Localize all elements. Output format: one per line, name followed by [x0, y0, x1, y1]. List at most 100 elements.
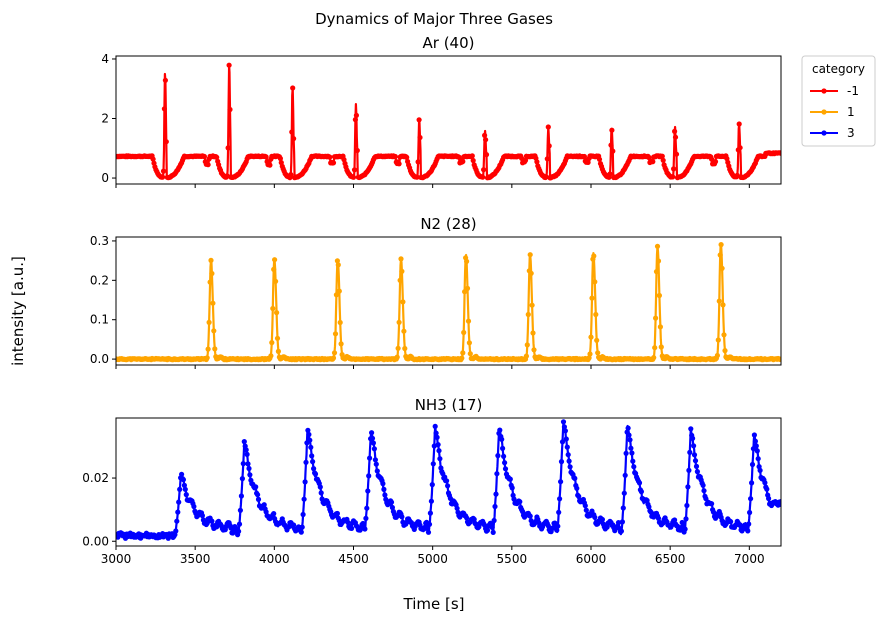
- data-point: [327, 154, 333, 160]
- data-point: [534, 159, 540, 165]
- data-point: [268, 353, 274, 359]
- data-point: [461, 329, 467, 336]
- data-point: [253, 484, 259, 490]
- data-point: [688, 426, 694, 432]
- data-point: [501, 453, 507, 459]
- data-point: [465, 318, 472, 324]
- data-point: [433, 430, 439, 436]
- data-point: [236, 528, 242, 535]
- data-point: [317, 484, 323, 490]
- data-point: [622, 472, 628, 478]
- data-point: [365, 488, 371, 494]
- data-point: [175, 509, 181, 515]
- legend-box: [801, 55, 876, 147]
- data-point: [429, 482, 435, 488]
- data-point: [558, 459, 565, 465]
- axes-frame: [115, 236, 782, 366]
- x-tick-label: 3000: [101, 552, 132, 566]
- data-point: [554, 527, 560, 533]
- subplot-title: N2 (28): [420, 215, 476, 233]
- data-point: [599, 516, 606, 523]
- data-point: [150, 156, 156, 162]
- data-point: [710, 509, 717, 515]
- data-point: [160, 168, 167, 174]
- data-point: [425, 529, 432, 535]
- legend-label: 1: [847, 105, 855, 119]
- data-point: [660, 157, 666, 163]
- data-point: [459, 355, 465, 361]
- data-point: [650, 159, 656, 165]
- data-point: [499, 436, 505, 442]
- data-point: [651, 355, 657, 361]
- series-markers: [116, 242, 781, 363]
- data-point: [233, 525, 239, 531]
- data-point: [484, 527, 491, 533]
- data-point: [672, 517, 678, 523]
- data-point: [299, 524, 305, 530]
- data-point: [243, 447, 249, 453]
- data-point: [529, 302, 535, 308]
- data-point: [523, 353, 530, 359]
- data-point: [621, 490, 627, 496]
- data-point: [718, 242, 724, 248]
- data-point: [593, 311, 599, 318]
- legend-entry: 3: [810, 126, 855, 140]
- data-point: [415, 159, 421, 165]
- data-point: [715, 337, 721, 343]
- data-point: [778, 498, 781, 505]
- data-point: [778, 356, 781, 362]
- legend-entry: 1: [810, 105, 855, 119]
- y-tick-label: 0.00: [82, 534, 109, 548]
- data-point: [176, 499, 182, 505]
- series-line: [116, 242, 781, 361]
- data-point: [162, 77, 168, 83]
- data-point: [722, 348, 728, 354]
- y-tick-label: 0.3: [90, 234, 109, 248]
- data-point: [271, 266, 277, 272]
- data-point: [363, 515, 369, 522]
- data-point: [182, 486, 188, 492]
- data-point: [392, 153, 398, 160]
- data-point: [381, 486, 387, 492]
- data-point: [274, 335, 281, 341]
- data-point: [212, 346, 218, 352]
- data-point: [332, 331, 339, 337]
- data-point: [330, 355, 337, 361]
- subplots: Ar (40) 0 2 4 N2 (28) 0.0 0.1 0.2 0.3 NH3 (17) 0.0…: [82, 34, 782, 566]
- data-point: [494, 471, 500, 477]
- data-point: [298, 529, 304, 535]
- data-point: [762, 480, 768, 486]
- data-point: [684, 502, 690, 509]
- data-point: [483, 152, 490, 158]
- data-point: [562, 428, 569, 434]
- subplot-title: Ar (40): [423, 34, 475, 52]
- data-point: [720, 302, 726, 308]
- data-point: [567, 464, 573, 470]
- data-point: [263, 154, 269, 160]
- data-point: [483, 137, 489, 143]
- data-point: [491, 517, 497, 524]
- data-point: [610, 148, 616, 154]
- data-point: [310, 459, 316, 465]
- data-point: [627, 437, 633, 443]
- data-point: [341, 157, 347, 163]
- data-point: [430, 461, 436, 467]
- data-point: [654, 243, 661, 249]
- data-point: [653, 315, 659, 321]
- data-point: [273, 278, 279, 284]
- y-tick-label: 2: [101, 112, 109, 126]
- data-point: [592, 514, 598, 520]
- data-point: [638, 489, 645, 495]
- data-point: [291, 522, 297, 528]
- series--1: [116, 62, 781, 181]
- data-point: [208, 257, 214, 263]
- data-point: [507, 476, 513, 482]
- data-point: [434, 434, 440, 440]
- data-point: [464, 285, 471, 291]
- data-point: [682, 526, 688, 532]
- x-tick-label: 4500: [338, 552, 369, 566]
- data-point: [318, 490, 324, 496]
- y-tick-label: 0: [101, 171, 109, 185]
- data-point: [572, 475, 578, 481]
- data-point: [509, 485, 515, 491]
